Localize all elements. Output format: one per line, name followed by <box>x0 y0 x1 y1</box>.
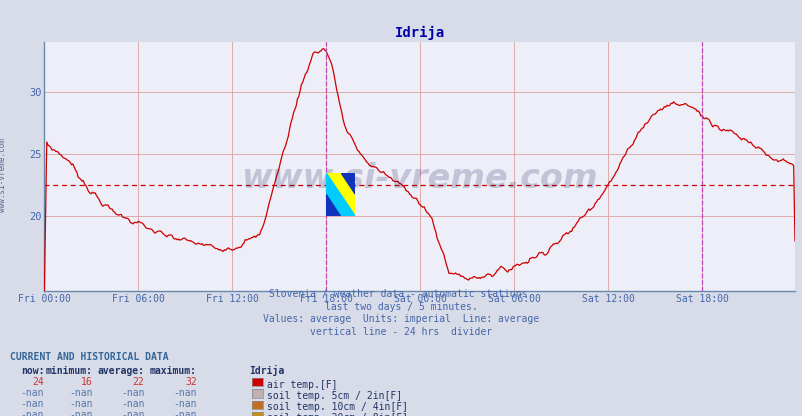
Text: CURRENT AND HISTORICAL DATA: CURRENT AND HISTORICAL DATA <box>10 352 168 362</box>
Text: 16: 16 <box>80 377 92 387</box>
Text: soil temp. 10cm / 4in[F]: soil temp. 10cm / 4in[F] <box>266 402 407 412</box>
Text: soil temp. 5cm / 2in[F]: soil temp. 5cm / 2in[F] <box>266 391 401 401</box>
Text: vertical line - 24 hrs  divider: vertical line - 24 hrs divider <box>310 327 492 337</box>
Text: -nan: -nan <box>69 399 92 409</box>
Text: -nan: -nan <box>121 399 144 409</box>
Text: soil temp. 20cm / 8in[F]: soil temp. 20cm / 8in[F] <box>266 414 407 416</box>
Text: -nan: -nan <box>69 411 92 416</box>
Text: -nan: -nan <box>21 388 44 398</box>
Text: now:: now: <box>21 366 44 376</box>
Polygon shape <box>326 173 354 216</box>
Text: -nan: -nan <box>121 411 144 416</box>
Text: www.si-vreme.com: www.si-vreme.com <box>0 138 7 212</box>
Text: Values: average  Units: imperial  Line: average: Values: average Units: imperial Line: av… <box>263 314 539 324</box>
Text: www.si-vreme.com: www.si-vreme.com <box>241 162 597 196</box>
Text: 32: 32 <box>184 377 196 387</box>
Text: average:: average: <box>97 366 144 376</box>
Polygon shape <box>340 173 354 195</box>
Text: 24: 24 <box>32 377 44 387</box>
Polygon shape <box>326 195 340 216</box>
Text: last two days / 5 minutes.: last two days / 5 minutes. <box>325 302 477 312</box>
Text: Idrija: Idrija <box>249 364 284 376</box>
Text: maximum:: maximum: <box>149 366 196 376</box>
Text: Slovenia / weather data - automatic stations.: Slovenia / weather data - automatic stat… <box>269 290 533 300</box>
Title: Idrija: Idrija <box>394 26 444 40</box>
Polygon shape <box>326 173 354 216</box>
Text: minimum:: minimum: <box>45 366 92 376</box>
Text: 22: 22 <box>132 377 144 387</box>
Text: air temp.[F]: air temp.[F] <box>266 380 337 390</box>
Text: -nan: -nan <box>21 411 44 416</box>
Text: -nan: -nan <box>173 388 196 398</box>
Text: -nan: -nan <box>173 399 196 409</box>
Text: -nan: -nan <box>173 411 196 416</box>
Text: -nan: -nan <box>69 388 92 398</box>
Text: -nan: -nan <box>21 399 44 409</box>
Text: -nan: -nan <box>121 388 144 398</box>
